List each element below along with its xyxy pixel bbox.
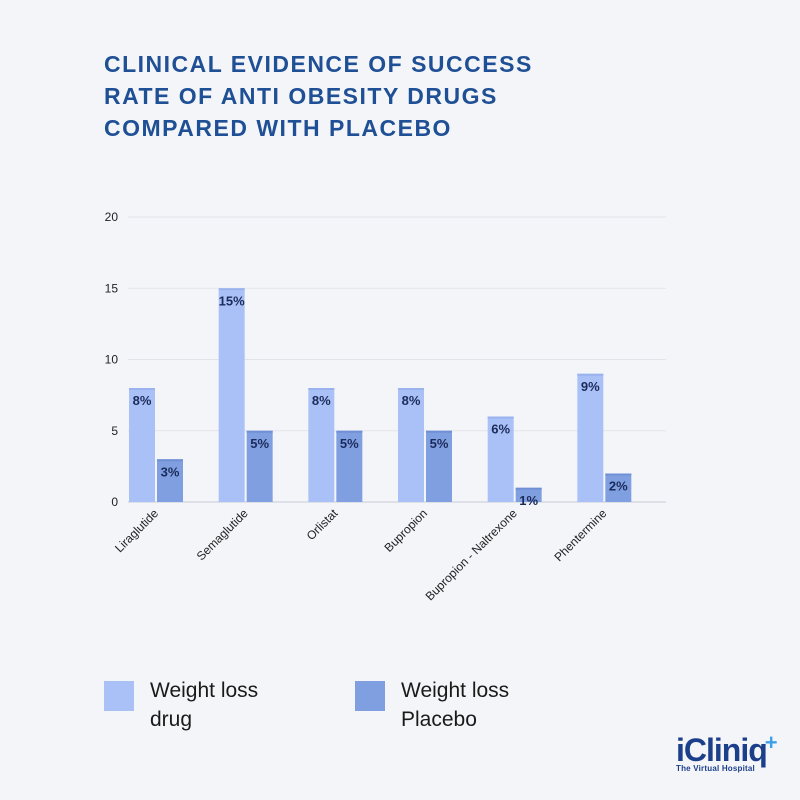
- bar-top-edge: [398, 388, 424, 390]
- bar-top-edge: [515, 487, 542, 490]
- legend-swatch-drug: [104, 681, 134, 711]
- bar-top-edge: [218, 288, 245, 291]
- legend-label-placebo-line-2: Placebo: [401, 708, 477, 731]
- x-tick-label: Phentermine: [551, 506, 609, 564]
- data-label: 2%: [609, 479, 628, 494]
- y-tick-label: 15: [105, 281, 119, 295]
- data-label: 5%: [340, 436, 359, 451]
- chart-title-line-1: CLINICAL EVIDENCE OF SUCCESS: [104, 51, 533, 77]
- y-tick-label: 5: [111, 424, 118, 438]
- x-tick-label: Semaglutide: [194, 506, 251, 563]
- data-label: 5%: [430, 436, 449, 451]
- bar-chart: 0 5 10 15 20 8% 3% Liraglutide 15% 5% Semaglutide 8…: [105, 210, 666, 603]
- data-label: 9%: [581, 379, 600, 394]
- legend-item-placebo: Weight loss Placebo: [355, 676, 509, 734]
- data-label: 3%: [161, 464, 180, 479]
- bar: [308, 388, 335, 502]
- bar-top-edge: [336, 430, 363, 433]
- legend-label-placebo: Weight loss Placebo: [401, 676, 509, 734]
- bar-top-edge: [487, 416, 514, 419]
- bar: [129, 388, 155, 502]
- logo-tagline: The Virtual Hospital: [676, 764, 755, 773]
- bar: [157, 459, 183, 502]
- bar: [218, 288, 245, 502]
- data-label: 8%: [312, 393, 331, 408]
- bar-top-edge: [605, 473, 632, 476]
- chart-title-line-3: COMPARED WITH PLACEBO: [104, 115, 452, 141]
- logo-word: iCliniq: [676, 732, 768, 768]
- iclinic-logo: iCliniq + The Virtual Hospital: [676, 730, 778, 774]
- data-label: 5%: [250, 436, 269, 451]
- logo-plus-icon: +: [764, 730, 778, 755]
- y-tick-label: 0: [111, 495, 118, 509]
- legend-label-drug-line-1: Weight loss: [150, 679, 259, 702]
- bar: [487, 416, 514, 502]
- legend-swatch-placebo: [355, 681, 385, 711]
- bar: [577, 373, 604, 502]
- y-tick-label: 20: [105, 210, 119, 224]
- chart-title: CLINICAL EVIDENCE OF SUCCESS RATE OF ANT…: [104, 48, 624, 144]
- data-label: 8%: [402, 393, 421, 408]
- data-label: 1%: [519, 493, 538, 508]
- bar: [398, 388, 424, 502]
- data-label: 6%: [491, 422, 510, 437]
- bar: [426, 430, 452, 502]
- bar-top-edge: [426, 430, 452, 433]
- bar: [246, 430, 273, 502]
- bar-top-edge: [157, 459, 183, 462]
- legend-label-drug: Weight loss drug: [150, 676, 258, 734]
- bar: [605, 473, 632, 502]
- bar-top-edge: [577, 373, 604, 376]
- x-tick-label: Bupropion - Naltrexone: [423, 506, 520, 603]
- data-label: 15%: [219, 293, 245, 308]
- legend-item-drug: Weight loss drug: [104, 676, 258, 734]
- bar-top-edge: [246, 430, 273, 433]
- legend-label-drug-line-2: drug: [150, 708, 193, 731]
- bar: [515, 487, 542, 502]
- bar-top-edge: [129, 388, 155, 390]
- logo-wordmark: iCliniq +: [676, 730, 778, 768]
- x-tick-label: Liraglutide: [112, 506, 161, 555]
- y-tick-label: 10: [105, 353, 119, 367]
- legend-label-placebo-line-1: Weight loss: [401, 679, 510, 702]
- bar: [336, 430, 363, 502]
- data-label: 8%: [133, 393, 152, 408]
- x-tick-label: Bupropion: [382, 506, 431, 555]
- chart-title-line-2: RATE OF ANTI OBESITY DRUGS: [104, 83, 498, 109]
- bar-top-edge: [308, 388, 335, 390]
- x-tick-label: Orlistat: [304, 506, 341, 543]
